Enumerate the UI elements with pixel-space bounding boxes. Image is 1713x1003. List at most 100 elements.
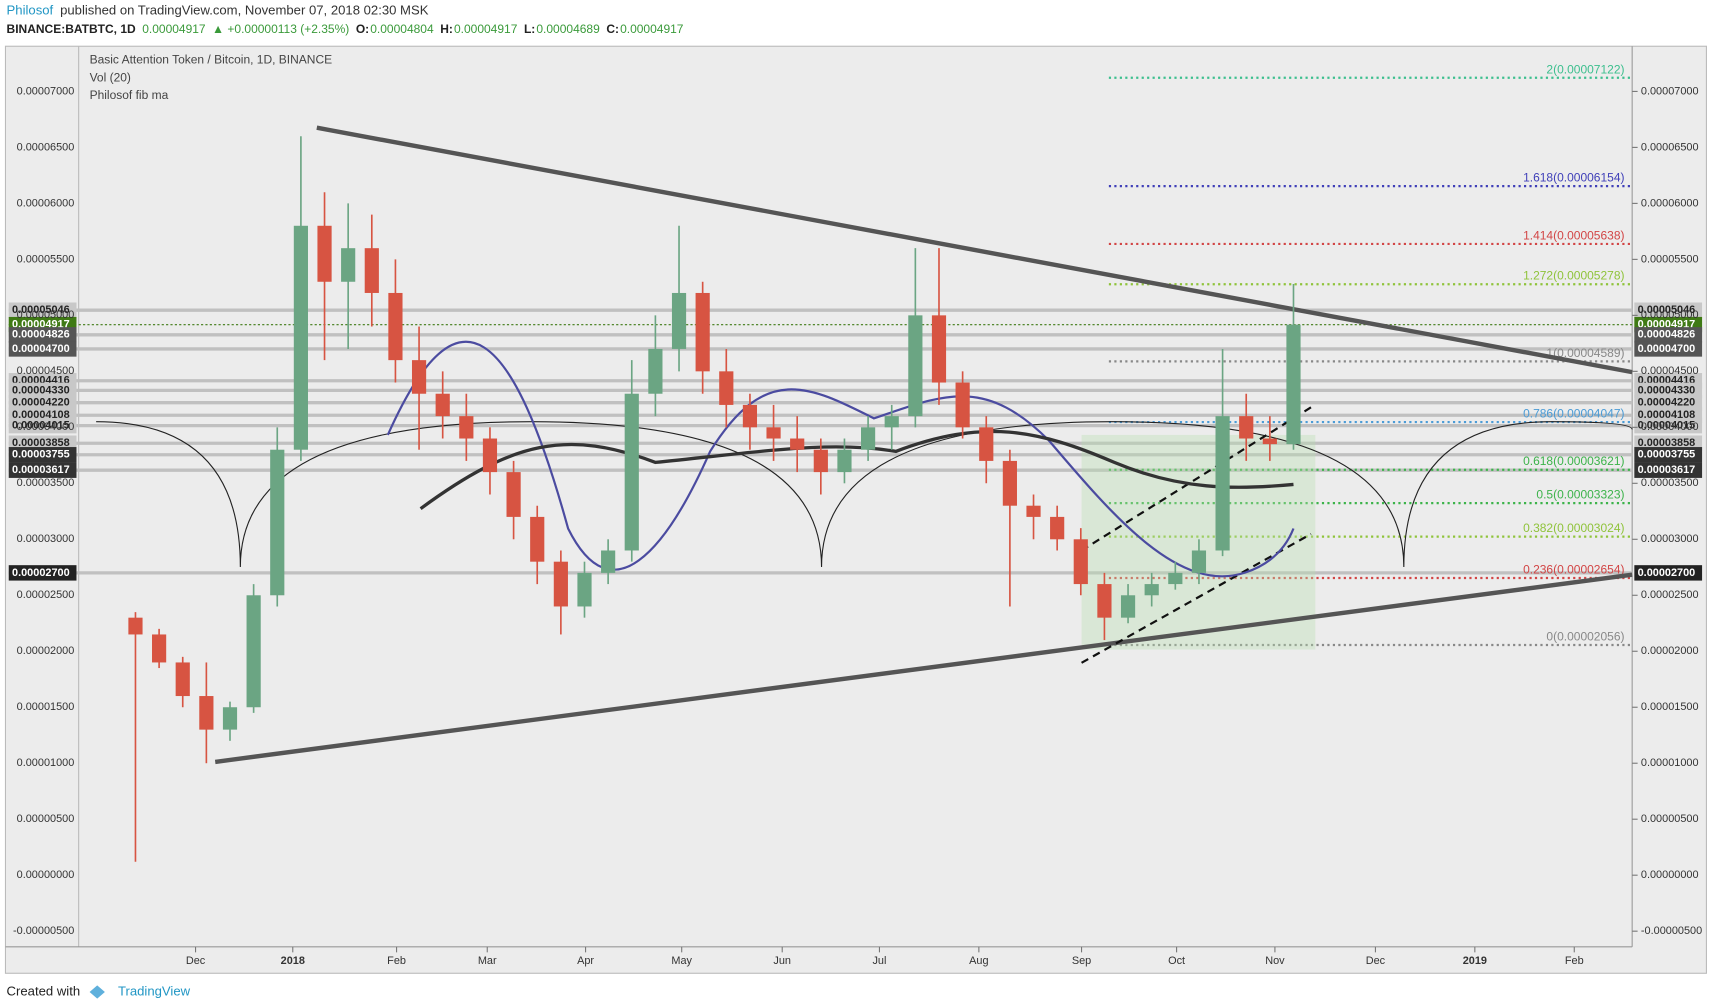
candle-body xyxy=(624,393,639,551)
level-tag xyxy=(1634,382,1703,399)
level-label: 0.00004826 xyxy=(12,329,70,341)
author[interactable]: Philosof xyxy=(7,2,54,17)
candle-body xyxy=(766,427,781,439)
candle-body xyxy=(530,516,545,562)
y-tick-label: 0.00007000 xyxy=(17,85,75,97)
candle-body xyxy=(813,449,828,473)
level-tag xyxy=(8,565,77,581)
candle-body xyxy=(152,634,167,663)
footer-created: Created with xyxy=(7,983,81,998)
y-tick-label: 0.00005000 xyxy=(17,309,75,321)
y-tick-label: 0.00000500 xyxy=(17,813,75,825)
candle-body xyxy=(1050,516,1065,540)
candle-body xyxy=(1215,416,1230,551)
candle-body xyxy=(979,427,994,461)
level-tag xyxy=(1634,394,1703,411)
candle-body xyxy=(742,404,758,428)
x-tick-label: Jun xyxy=(773,955,791,967)
symbol-line: BINANCE:BATBTC, 1D 0.00004917 ▲ +0.0000011… xyxy=(7,22,684,36)
y-tick-label: -0.00000500 xyxy=(1641,925,1702,937)
candle-body xyxy=(861,427,876,450)
fib-label: 0.236(0.00002654) xyxy=(1523,562,1624,576)
ohlc-label: H: xyxy=(440,22,453,36)
channel-high xyxy=(1080,406,1312,552)
level-label: 0.00004700 xyxy=(12,343,70,355)
x-tick-label: Dec xyxy=(186,955,206,967)
candle-body xyxy=(506,472,521,517)
candle-body xyxy=(1073,539,1088,585)
level-tag xyxy=(8,302,77,318)
candle-body xyxy=(931,315,947,383)
level-label: 0.00003617 xyxy=(1638,464,1696,476)
candle-body xyxy=(459,416,474,439)
level-tag xyxy=(8,462,77,478)
y-tick-label: 0.00003000 xyxy=(1641,533,1699,545)
candle-body xyxy=(695,292,710,372)
indicator: Vol (20) xyxy=(90,70,131,84)
x-tick-label: Sep xyxy=(1072,955,1091,967)
fib-label: 1.414(0.00005638) xyxy=(1523,228,1624,242)
fib-label: 1(0.00004589) xyxy=(1546,346,1624,360)
y-tick-label: 0.00003500 xyxy=(17,477,75,489)
level-label: 0.00003858 xyxy=(1638,437,1696,449)
y-tick-label: 0.00004500 xyxy=(1641,365,1699,377)
candle-body xyxy=(1120,595,1136,618)
y-tick-label: 0.00007000 xyxy=(1641,85,1699,97)
y-tick-label: 0.00006000 xyxy=(17,197,75,209)
candle-body xyxy=(128,617,143,635)
level-label: 0.00004826 xyxy=(1638,329,1696,341)
x-tick-label: Feb xyxy=(387,955,406,967)
y-tick-label: 0.00004000 xyxy=(1641,421,1699,433)
candle-body xyxy=(790,438,805,450)
level-tag xyxy=(8,327,77,343)
candle-body xyxy=(671,292,687,349)
published: published on TradingView.com, November 0… xyxy=(60,2,429,17)
y-tick-label: 0.00002000 xyxy=(1641,645,1699,657)
level-tag xyxy=(1634,341,1703,357)
y-tick-label: 0.00004500 xyxy=(17,365,75,377)
header-field: 0.00004917 xyxy=(142,22,206,36)
footer-brand[interactable]: TradingView xyxy=(118,983,191,998)
candle-body xyxy=(222,707,238,730)
level-label: 0.00004700 xyxy=(1638,343,1696,355)
y-tick-label: 0.00005000 xyxy=(1641,309,1699,321)
candle-body xyxy=(601,550,616,573)
level-tag xyxy=(8,341,77,357)
level-label: 0.00004330 xyxy=(12,384,70,396)
fib-label: 0(0.00002056) xyxy=(1546,629,1624,643)
chart-title: Basic Attention Token / Bitcoin, 1D, BIN… xyxy=(90,53,333,67)
candle-body xyxy=(837,449,852,473)
x-tick-label: Apr xyxy=(577,955,594,967)
fib-label: 0.786(0.00004047) xyxy=(1523,407,1624,421)
y-tick-label: 0.00003000 xyxy=(17,533,75,545)
header-field: BINANCE:BATBTC, 1D xyxy=(7,22,136,36)
candle-body xyxy=(341,248,356,282)
candle-body xyxy=(246,595,261,708)
y-tick-label: 0.00000000 xyxy=(17,869,75,881)
candle-body xyxy=(175,662,190,697)
candle-body xyxy=(577,572,592,607)
level-tag xyxy=(1634,565,1703,581)
upper-trendline xyxy=(316,125,1633,375)
ma-blue xyxy=(386,340,1295,578)
candle-body xyxy=(648,348,663,394)
level-tag xyxy=(1634,417,1703,434)
candle-body xyxy=(1097,584,1112,618)
x-tick-label: Aug xyxy=(969,955,988,967)
y-tick-label: 0.00002500 xyxy=(1641,589,1699,601)
level-label: 0.00003617 xyxy=(12,464,70,476)
y-tick-label: 0.00000500 xyxy=(1641,813,1699,825)
plot-frame xyxy=(4,45,1707,974)
level-tag xyxy=(1634,302,1703,318)
x-tick-label: Mar xyxy=(478,955,497,967)
level-label: 0.00003755 xyxy=(1638,449,1696,461)
ohlc-value: 0.00004804 xyxy=(370,22,434,36)
candle-body xyxy=(1262,438,1277,445)
fib-label: 0.618(0.00003621) xyxy=(1523,454,1624,468)
level-tag xyxy=(8,382,77,399)
y-tick-label: 0.00001500 xyxy=(1641,701,1699,713)
candle-body xyxy=(293,225,308,450)
candle-body xyxy=(482,438,498,473)
y-tick-label: 0.00000000 xyxy=(1641,869,1699,881)
